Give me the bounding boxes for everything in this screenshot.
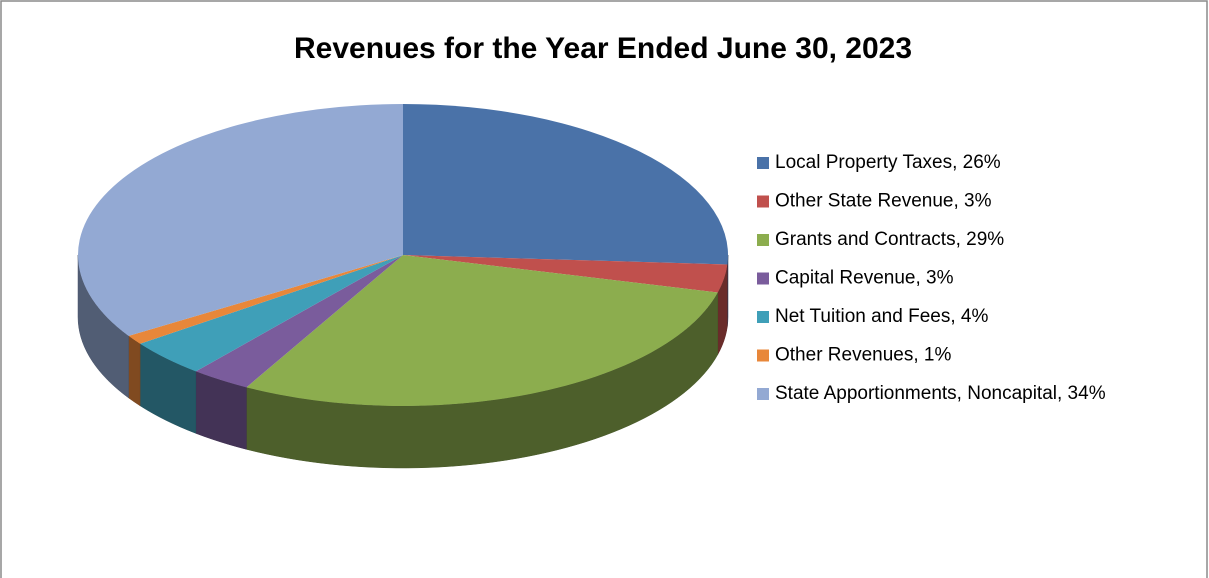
legend-label: Capital Revenue, 3% <box>775 268 954 289</box>
legend-swatch <box>757 157 769 169</box>
legend-label: Grants and Contracts, 29% <box>775 229 1004 250</box>
legend-swatch <box>757 234 769 246</box>
slice <box>140 255 404 372</box>
slice <box>128 255 403 344</box>
legend-label: Net Tuition and Fees, 4% <box>775 306 988 327</box>
slice <box>77 104 403 336</box>
legend-swatch <box>757 272 769 285</box>
slice <box>403 255 728 293</box>
legend-swatch <box>757 388 769 400</box>
slice <box>246 255 718 406</box>
slice <box>195 255 403 388</box>
chart-title: Revenues for the Year Ended June 30, 202… <box>294 32 912 65</box>
legend-label: Other Revenues, 1% <box>775 345 951 366</box>
legend-label: Local Property Taxes, 26% <box>775 152 1001 173</box>
legend-swatch <box>757 311 769 323</box>
legend-swatch <box>757 195 769 208</box>
legend-label: State Apportionments, Noncapital, 34% <box>775 383 1106 404</box>
slice <box>403 104 728 265</box>
legend-swatch <box>757 349 769 362</box>
legend-label: Other State Revenue, 3% <box>775 191 992 212</box>
slice-side <box>128 335 141 407</box>
